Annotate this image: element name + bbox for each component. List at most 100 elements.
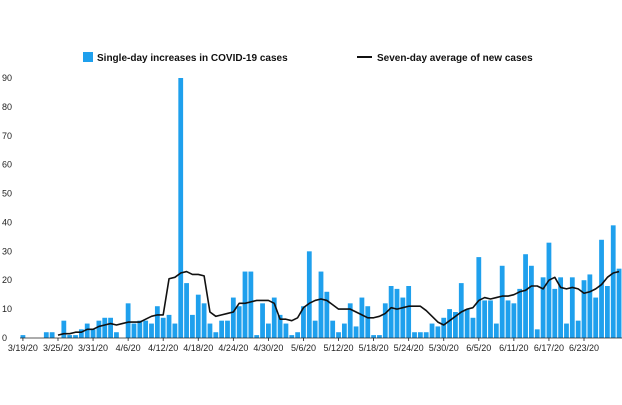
y-tick-label: 0 — [2, 333, 7, 343]
bar — [96, 320, 102, 338]
bar — [271, 297, 277, 338]
bar — [371, 335, 376, 338]
bar — [184, 283, 189, 338]
x-tick-label: 5/12/20 — [324, 343, 354, 353]
bar — [318, 271, 324, 338]
bar — [499, 265, 505, 338]
bar — [493, 323, 499, 338]
bar — [575, 320, 581, 338]
bar — [172, 323, 178, 338]
bar — [143, 320, 149, 338]
bar — [154, 306, 160, 338]
bar — [453, 312, 458, 338]
bar — [330, 320, 336, 338]
x-tick-label: 6/17/20 — [534, 343, 564, 353]
bar — [546, 242, 552, 338]
bar — [616, 268, 622, 338]
legend-label-line: Seven-day average of new cases — [377, 53, 533, 64]
bar — [534, 329, 540, 338]
x-tick-label: 6/23/20 — [569, 343, 599, 353]
bar — [552, 288, 558, 338]
bar — [365, 306, 371, 338]
bar — [67, 335, 73, 338]
bar — [219, 320, 225, 338]
bar — [73, 335, 78, 338]
y-tick-label: 30 — [2, 246, 12, 256]
bar — [254, 335, 260, 338]
bar — [441, 317, 447, 338]
y-tick-label: 80 — [2, 102, 12, 112]
bar — [207, 323, 213, 338]
bar — [382, 303, 388, 338]
bar — [564, 323, 569, 338]
y-tick-label: 90 — [2, 73, 12, 83]
bar — [476, 257, 482, 338]
y-tick-label: 40 — [2, 217, 12, 227]
bar — [388, 286, 394, 338]
y-axis-ticks: 0 10 20 30 40 50 60 70 80 90 — [2, 73, 12, 343]
bar — [423, 332, 429, 338]
bar — [149, 323, 154, 338]
bar — [266, 323, 271, 338]
bar — [260, 303, 265, 338]
x-tick-label: 3/31/20 — [78, 343, 108, 353]
bar — [482, 300, 488, 338]
x-tick-label: 5/6/20 — [291, 343, 316, 353]
bar — [301, 306, 306, 338]
bar — [569, 277, 575, 338]
bar — [295, 332, 301, 338]
bar — [581, 280, 587, 338]
bar — [394, 288, 400, 338]
bar — [49, 332, 55, 338]
bar — [283, 323, 289, 338]
bar — [336, 332, 341, 338]
y-tick-label: 50 — [2, 189, 12, 199]
bar — [190, 314, 195, 338]
bar — [114, 332, 119, 338]
bar — [90, 329, 96, 338]
bar — [593, 297, 599, 338]
bar — [131, 323, 137, 338]
bar — [236, 306, 242, 338]
legend-swatch-bars — [83, 52, 93, 62]
bar-series — [20, 78, 622, 338]
bar — [458, 283, 464, 338]
x-axis-ticks: 3/19/20 3/25/20 3/31/20 4/6/20 4/12/20 4/18/2… — [8, 338, 599, 353]
bar — [488, 300, 493, 338]
bar — [470, 317, 476, 338]
line-series-layer — [57, 270, 620, 336]
y-tick-label: 60 — [2, 160, 12, 170]
x-tick-label: 5/18/20 — [359, 343, 389, 353]
bar — [540, 277, 546, 338]
y-tick-label: 20 — [2, 275, 12, 285]
bar — [347, 303, 353, 338]
bar — [277, 314, 283, 338]
bar — [166, 314, 172, 338]
bar — [341, 323, 347, 338]
bar — [84, 323, 90, 338]
bar — [20, 335, 26, 338]
bar — [125, 303, 131, 338]
x-tick-label: 4/30/20 — [253, 343, 283, 353]
bar — [587, 274, 593, 338]
bar — [517, 288, 523, 338]
bar — [108, 317, 113, 338]
bar — [225, 320, 230, 338]
x-tick-label: 4/18/20 — [183, 343, 213, 353]
legend: Single-day increases in COVID-19 cases S… — [83, 52, 533, 64]
x-tick-label: 6/5/20 — [466, 343, 491, 353]
bar — [306, 251, 312, 338]
seven-day-average-line — [57, 270, 620, 336]
bar — [61, 320, 67, 338]
bar — [511, 303, 517, 338]
bar — [400, 297, 406, 338]
bar — [43, 332, 49, 338]
bar — [599, 239, 604, 338]
bar — [464, 309, 470, 338]
bar — [353, 326, 359, 338]
x-tick-label: 4/24/20 — [218, 343, 248, 353]
bar — [248, 271, 254, 338]
bar — [377, 335, 382, 338]
